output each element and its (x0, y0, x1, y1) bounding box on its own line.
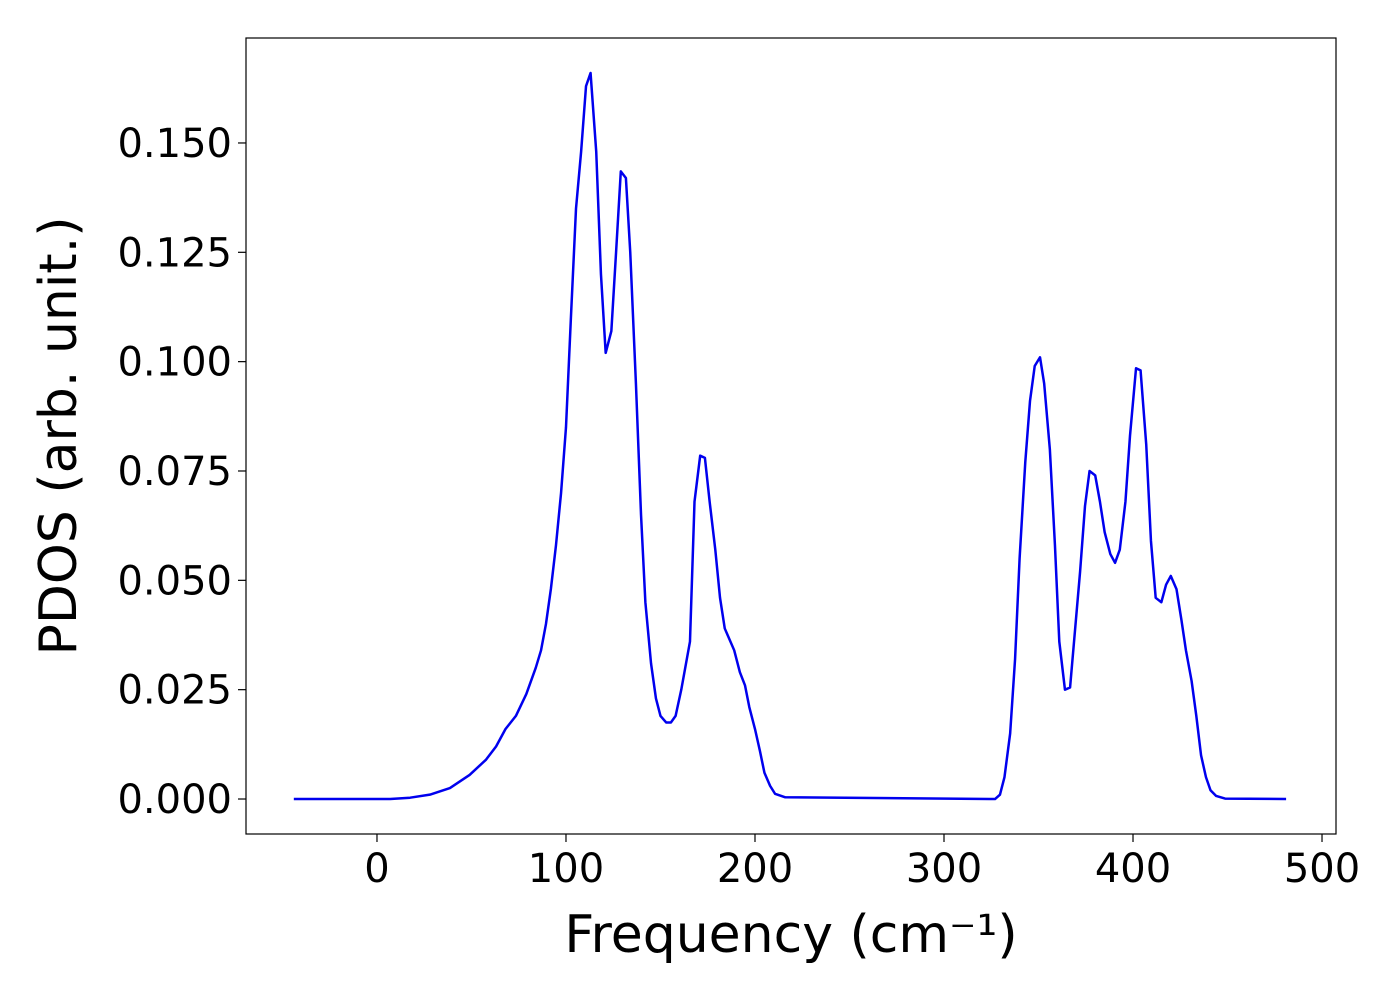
x-tick-label: 200 (717, 846, 793, 892)
plot-frame (245, 37, 1337, 835)
y-tick-label: 0.075 (117, 449, 232, 495)
data-line (293, 71, 1287, 801)
y-tick-label: 0.050 (117, 558, 232, 604)
y-tick-label: 0.000 (117, 777, 232, 823)
x-tick-label: 400 (1095, 846, 1171, 892)
y-tick-label: 0.125 (117, 230, 232, 276)
x-axis-label: Frequency (cm⁻¹) (564, 905, 1017, 965)
y-tick-label: 0.150 (117, 121, 232, 167)
y-axis-label: PDOS (arb. unit.) (29, 216, 89, 655)
x-tick-label: 100 (528, 846, 604, 892)
y-tick-label: 0.100 (117, 340, 232, 386)
x-tick-label: 500 (1284, 846, 1360, 892)
x-tick-label: 300 (906, 846, 982, 892)
x-tick-label: 0 (364, 846, 389, 892)
y-tick-label: 0.025 (117, 668, 232, 714)
